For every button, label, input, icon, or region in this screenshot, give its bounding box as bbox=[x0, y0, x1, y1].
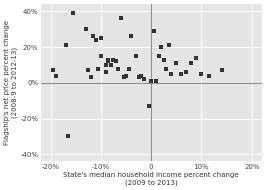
Point bbox=[109, 63, 113, 66]
Point bbox=[142, 78, 146, 81]
Point bbox=[147, 105, 151, 108]
Point bbox=[51, 69, 55, 72]
Point bbox=[71, 12, 75, 15]
Point bbox=[126, 67, 131, 70]
Point bbox=[114, 60, 118, 63]
Point bbox=[159, 46, 163, 49]
Y-axis label: Flagship's net price percent change
(2008-9 to 2012-13): Flagship's net price percent change (200… bbox=[4, 20, 18, 145]
Point bbox=[134, 55, 138, 58]
Point bbox=[94, 38, 98, 41]
Point bbox=[111, 58, 116, 61]
Point bbox=[64, 44, 68, 47]
Point bbox=[91, 35, 95, 38]
Point bbox=[139, 74, 143, 77]
Point bbox=[89, 76, 93, 79]
Point bbox=[189, 62, 194, 65]
Point bbox=[124, 74, 128, 77]
Point bbox=[162, 58, 166, 61]
Point bbox=[199, 72, 203, 75]
Point bbox=[179, 72, 184, 75]
Point bbox=[207, 74, 211, 77]
Point bbox=[219, 69, 224, 72]
Point bbox=[99, 37, 103, 40]
Point bbox=[152, 29, 156, 32]
Point bbox=[149, 79, 153, 82]
Point bbox=[169, 72, 173, 75]
Point bbox=[184, 70, 189, 74]
Point bbox=[121, 76, 126, 79]
Point bbox=[194, 56, 199, 59]
Point bbox=[106, 60, 111, 63]
Point bbox=[119, 17, 123, 20]
Point bbox=[99, 55, 103, 58]
Point bbox=[96, 67, 101, 70]
Point bbox=[154, 79, 158, 82]
Point bbox=[174, 62, 178, 65]
Point bbox=[104, 63, 108, 66]
Point bbox=[129, 35, 133, 38]
Point bbox=[53, 74, 58, 77]
Point bbox=[167, 44, 171, 47]
Point bbox=[84, 28, 88, 31]
Point bbox=[86, 69, 90, 72]
Point bbox=[136, 76, 141, 79]
Point bbox=[116, 67, 120, 70]
Point bbox=[66, 135, 70, 138]
Point bbox=[106, 58, 111, 61]
Point bbox=[104, 70, 108, 74]
X-axis label: State's median household income percent change
(2009 to 2013): State's median household income percent … bbox=[63, 172, 239, 186]
Point bbox=[164, 67, 168, 70]
Point bbox=[157, 55, 161, 58]
